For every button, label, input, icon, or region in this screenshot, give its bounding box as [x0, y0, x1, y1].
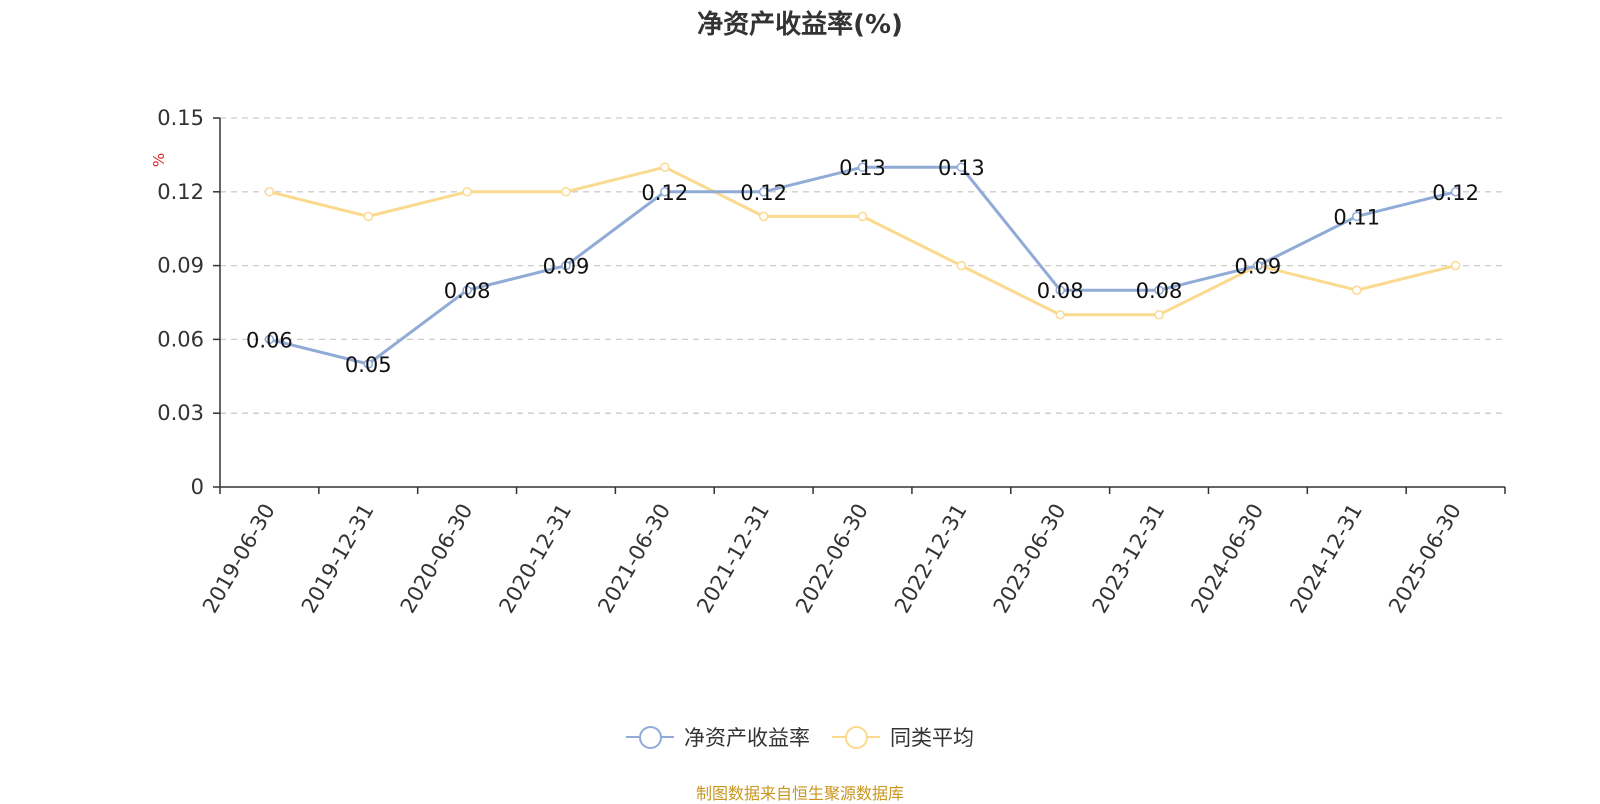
series-1-point-8 [1055, 310, 1065, 320]
series-0-point-2 [462, 285, 472, 295]
series-1-point-11 [1351, 285, 1362, 295]
series-1-point-6 [857, 211, 868, 222]
series-1-point-1 [363, 211, 374, 222]
x-tick-label-11: 2024-12-31 [1285, 500, 1367, 618]
series-1-point-12 [1450, 260, 1461, 271]
x-tick-label-2: 2020-06-30 [396, 499, 478, 617]
series-0-point-11 [1351, 211, 1362, 222]
data-label-5: 0.12 [740, 181, 787, 205]
legend-swatch-roe-icon [626, 725, 674, 749]
series-1-point-3 [561, 187, 571, 197]
data-label-6: 0.13 [839, 156, 886, 180]
data-label-1: 0.05 [345, 353, 392, 377]
data-label-9: 0.08 [1136, 279, 1183, 303]
series-1-point-5 [758, 211, 769, 222]
legend-swatch-peer-average-icon [832, 725, 880, 749]
data-label-12: 0.12 [1432, 181, 1479, 205]
y-tick-label-5: 0.15 [157, 106, 204, 130]
series-0-point-10 [1253, 260, 1263, 271]
series-0-point-7 [956, 162, 967, 172]
series-1-point-0 [264, 187, 275, 197]
x-tick-label-3: 2020-12-31 [494, 500, 576, 618]
series-0-point-4 [660, 187, 670, 197]
x-tick-label-6: 2022-06-30 [791, 500, 873, 618]
y-tick-label-3: 0.09 [157, 254, 204, 278]
series-0-point-0 [264, 334, 275, 345]
source-note: 制图数据来自恒生聚源数据库 [695, 784, 904, 803]
x-tick-label-5: 2021-12-31 [692, 500, 774, 618]
y-tick-label-0: 0 [191, 475, 204, 499]
x-tick-label-0: 2019-06-30 [198, 500, 280, 618]
legend-item-peer-average[interactable]: 同类平均 [832, 722, 974, 752]
data-label-7: 0.13 [938, 156, 985, 180]
x-tick-label-10: 2024-06-30 [1186, 500, 1268, 618]
legend-label-peer-average: 同类平均 [890, 726, 974, 750]
series-lines [264, 162, 1461, 369]
series-1-point-9 [1154, 310, 1164, 320]
x-tick-label-7: 2022-12-31 [890, 500, 972, 618]
series-0-point-5 [758, 187, 769, 197]
series-1-point-7 [956, 260, 967, 271]
data-label-0: 0.06 [246, 328, 293, 352]
series-0-point-9 [1154, 285, 1164, 295]
legend: 净资产收益率 同类平均 [0, 722, 1600, 752]
data-label-10: 0.09 [1235, 255, 1282, 279]
series-0-point-3 [561, 260, 571, 271]
series-0-point-6 [857, 162, 868, 172]
x-tick-label-8: 2023-06-30 [989, 500, 1071, 618]
y-tick-label-4: 0.12 [157, 180, 204, 204]
series-1-point-4 [660, 162, 670, 172]
data-label-8: 0.08 [1037, 279, 1084, 303]
legend-label-roe: 净资产收益率 [684, 726, 810, 750]
data-label-11: 0.11 [1333, 205, 1380, 229]
y-tick-label-1: 0.03 [157, 401, 204, 425]
series-0-point-8 [1055, 285, 1065, 295]
data-label-2: 0.08 [444, 279, 491, 303]
data-label-3: 0.09 [543, 255, 590, 279]
x-tick-label-1: 2019-12-31 [297, 500, 379, 618]
data-label-4: 0.12 [641, 181, 688, 205]
grid-lines [220, 117, 1505, 414]
chart-title: 净资产收益率(%) [697, 10, 903, 40]
x-tick-label-12: 2025-06-30 [1384, 500, 1466, 618]
y-tick-label-2: 0.06 [157, 327, 204, 351]
legend-item-roe[interactable]: 净资产收益率 [626, 722, 810, 752]
series-0-point-1 [363, 359, 374, 369]
series-1-point-2 [462, 187, 472, 197]
data-labels: 0.06 0.05 0.08 0.09 0.12 0.12 0.13 0.13 0.08 0.08… [246, 156, 1479, 377]
series-0-point-12 [1450, 187, 1461, 197]
x-tick-label-9: 2023-12-31 [1088, 500, 1170, 618]
x-tick-label-4: 2021-06-30 [593, 500, 675, 618]
y-axis-unit-label: % [150, 153, 168, 167]
